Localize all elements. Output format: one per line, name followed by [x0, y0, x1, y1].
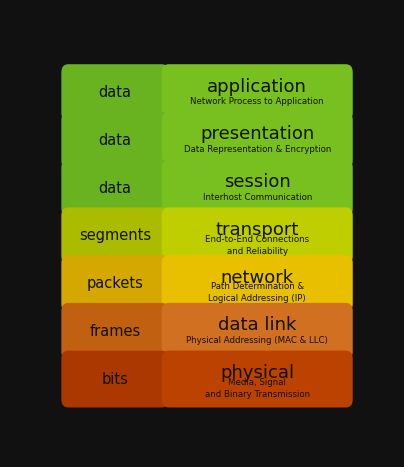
Text: application: application [207, 78, 307, 96]
FancyBboxPatch shape [61, 351, 169, 408]
Text: bits: bits [101, 372, 128, 387]
Text: data: data [99, 181, 132, 196]
Text: End-to-End Connections
and Reliability: End-to-End Connections and Reliability [205, 235, 309, 255]
Text: session: session [224, 173, 290, 191]
FancyBboxPatch shape [61, 112, 169, 169]
FancyBboxPatch shape [162, 255, 353, 312]
Text: Path Determination &
Logical Addressing (IP): Path Determination & Logical Addressing … [208, 283, 306, 303]
FancyBboxPatch shape [162, 351, 353, 408]
Text: Physical Addressing (MAC & LLC): Physical Addressing (MAC & LLC) [186, 336, 328, 345]
Text: Media, Signal
and Binary Transmission: Media, Signal and Binary Transmission [205, 378, 310, 399]
Text: frames: frames [89, 324, 141, 339]
FancyBboxPatch shape [61, 255, 169, 312]
FancyBboxPatch shape [162, 207, 353, 264]
Text: network: network [221, 269, 294, 287]
Text: packets: packets [86, 276, 143, 291]
FancyBboxPatch shape [162, 64, 353, 121]
Text: transport: transport [216, 221, 299, 239]
Text: data: data [99, 85, 132, 100]
Text: physical: physical [220, 364, 294, 382]
Text: Interhost Communication: Interhost Communication [202, 193, 312, 202]
FancyBboxPatch shape [61, 64, 169, 121]
FancyBboxPatch shape [162, 160, 353, 217]
FancyBboxPatch shape [61, 303, 169, 360]
Text: segments: segments [79, 228, 151, 243]
Text: Network Process to Application: Network Process to Application [190, 98, 324, 106]
Text: Data Representation & Encryption: Data Representation & Encryption [183, 145, 331, 154]
FancyBboxPatch shape [61, 160, 169, 217]
FancyBboxPatch shape [61, 207, 169, 264]
FancyBboxPatch shape [162, 112, 353, 169]
Text: data: data [99, 133, 132, 148]
FancyBboxPatch shape [162, 303, 353, 360]
Text: presentation: presentation [200, 126, 314, 143]
Text: data link: data link [218, 316, 297, 334]
